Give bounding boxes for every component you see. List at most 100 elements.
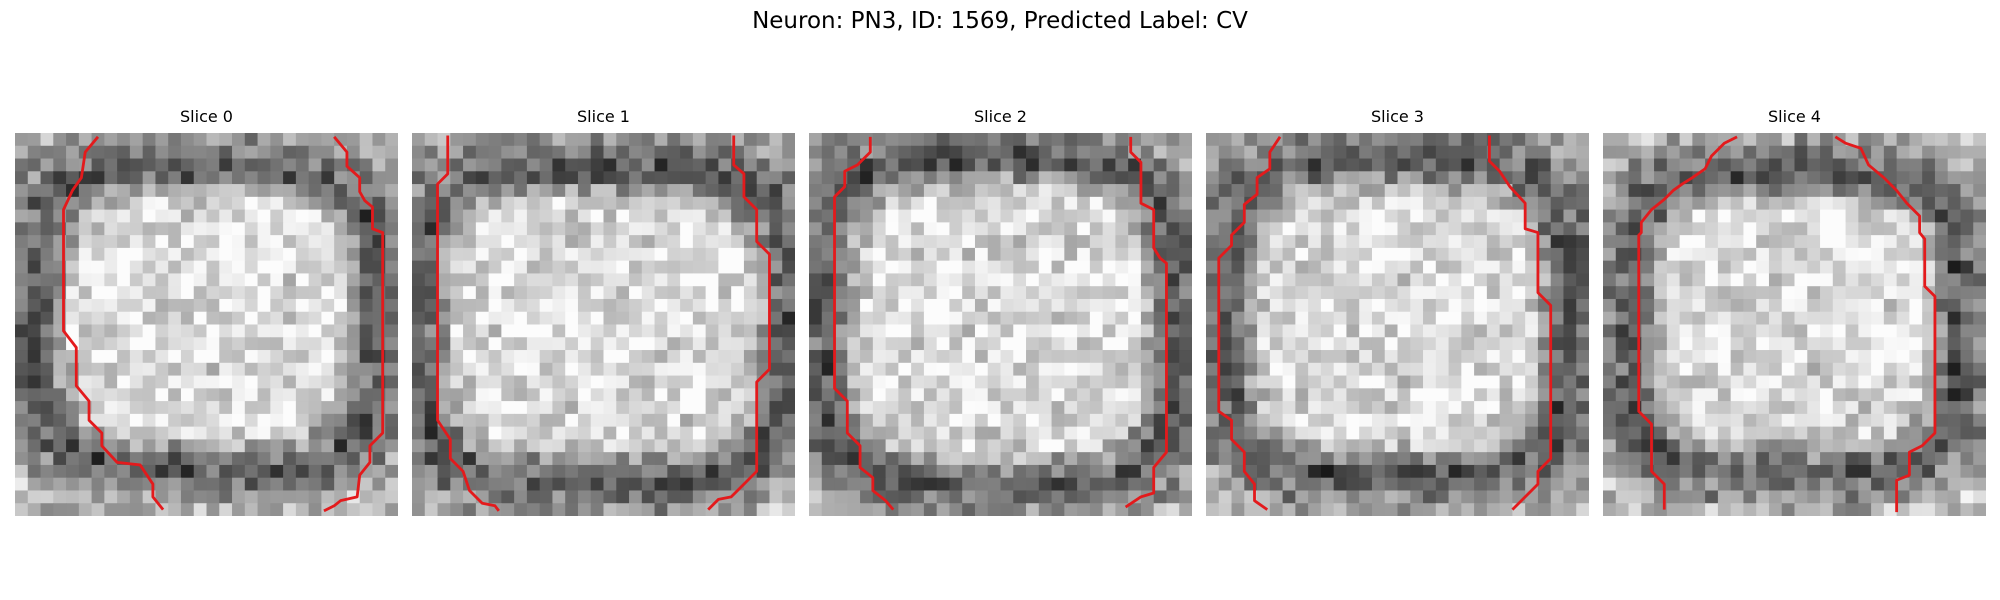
pixel — [1128, 184, 1142, 198]
pixel — [1115, 209, 1129, 223]
pixel — [1359, 171, 1373, 185]
pixel — [1654, 286, 1668, 300]
pixel — [412, 362, 426, 377]
pixel — [1115, 184, 1129, 198]
pixel — [1257, 452, 1271, 466]
pixel — [629, 235, 643, 249]
pixel — [117, 158, 131, 172]
pixel — [1781, 452, 1796, 466]
pixel — [168, 464, 182, 479]
pixel — [1064, 324, 1078, 338]
pixel — [629, 503, 643, 516]
pixel — [1384, 439, 1399, 453]
pixel — [834, 452, 848, 466]
pixel — [898, 350, 912, 364]
pixel — [847, 184, 861, 198]
pixel — [885, 260, 899, 274]
pixel — [1499, 235, 1513, 249]
pixel — [1563, 439, 1577, 453]
pixel — [705, 260, 719, 274]
pixel — [412, 350, 426, 364]
pixel — [475, 426, 490, 440]
pixel — [346, 273, 361, 287]
pixel — [180, 388, 195, 402]
pixel — [180, 311, 195, 326]
pixel — [1563, 196, 1577, 211]
pixel — [705, 426, 719, 440]
pixel — [1883, 413, 1898, 428]
pixel — [565, 222, 579, 236]
pixel — [1089, 337, 1104, 351]
pixel — [1654, 311, 1668, 326]
pixel — [1231, 503, 1245, 516]
pixel — [616, 503, 630, 516]
pixel — [1102, 401, 1116, 415]
pixel — [168, 247, 182, 262]
pixel — [129, 452, 144, 466]
pixel — [756, 298, 770, 313]
pixel — [1051, 337, 1065, 351]
pixel — [1717, 350, 1732, 364]
pixel — [104, 133, 118, 147]
pixel — [1051, 362, 1065, 377]
pixel — [78, 452, 93, 466]
pixel — [1282, 286, 1296, 300]
pixel — [1576, 337, 1589, 351]
pixel — [91, 260, 105, 274]
pixel — [53, 477, 67, 491]
pixel — [1679, 477, 1693, 491]
pixel — [1807, 324, 1821, 338]
pixel — [1179, 133, 1192, 147]
pixel — [1064, 452, 1078, 466]
pixel — [667, 260, 681, 274]
pixel — [1153, 401, 1167, 415]
pixel — [1768, 426, 1783, 440]
pixel — [1654, 133, 1668, 147]
pixel — [463, 247, 477, 262]
pixel — [1730, 298, 1744, 313]
pixel — [1576, 171, 1589, 185]
pixel — [911, 222, 925, 236]
pixel — [692, 375, 707, 389]
pixel — [821, 426, 836, 440]
pixel — [257, 145, 271, 160]
pixel — [219, 439, 233, 453]
pixel — [412, 222, 426, 236]
pixel — [412, 490, 426, 504]
pixel — [756, 350, 770, 364]
pixel — [321, 171, 335, 185]
pixel — [1359, 477, 1373, 491]
pixel — [1756, 171, 1770, 185]
pixel — [1807, 439, 1821, 453]
pixel — [1474, 324, 1488, 338]
pixel — [463, 273, 477, 287]
pixel — [295, 439, 310, 453]
pixel — [1947, 260, 1961, 274]
pixel — [104, 362, 118, 377]
pixel — [514, 133, 528, 147]
pixel — [27, 439, 42, 453]
pixel — [1960, 490, 1974, 504]
pixel — [1960, 273, 1974, 287]
pixel — [1922, 222, 1936, 236]
pixel — [1474, 273, 1488, 287]
pixel — [1140, 273, 1155, 287]
pixel — [872, 184, 887, 198]
pixel — [206, 337, 220, 351]
pixel — [206, 260, 220, 274]
pixel — [1871, 133, 1885, 147]
pixel — [501, 158, 515, 172]
pixel — [437, 375, 451, 389]
pixel — [488, 260, 502, 274]
pixel — [463, 311, 477, 326]
pixel — [1102, 273, 1116, 287]
pixel — [1000, 311, 1014, 326]
pixel — [1295, 196, 1309, 211]
pixel — [847, 503, 861, 516]
pixel — [1947, 362, 1961, 377]
pixel — [885, 337, 899, 351]
pixel — [1871, 260, 1885, 274]
pixel — [539, 235, 553, 249]
pixel — [1435, 247, 1450, 262]
pixel — [1794, 337, 1808, 351]
